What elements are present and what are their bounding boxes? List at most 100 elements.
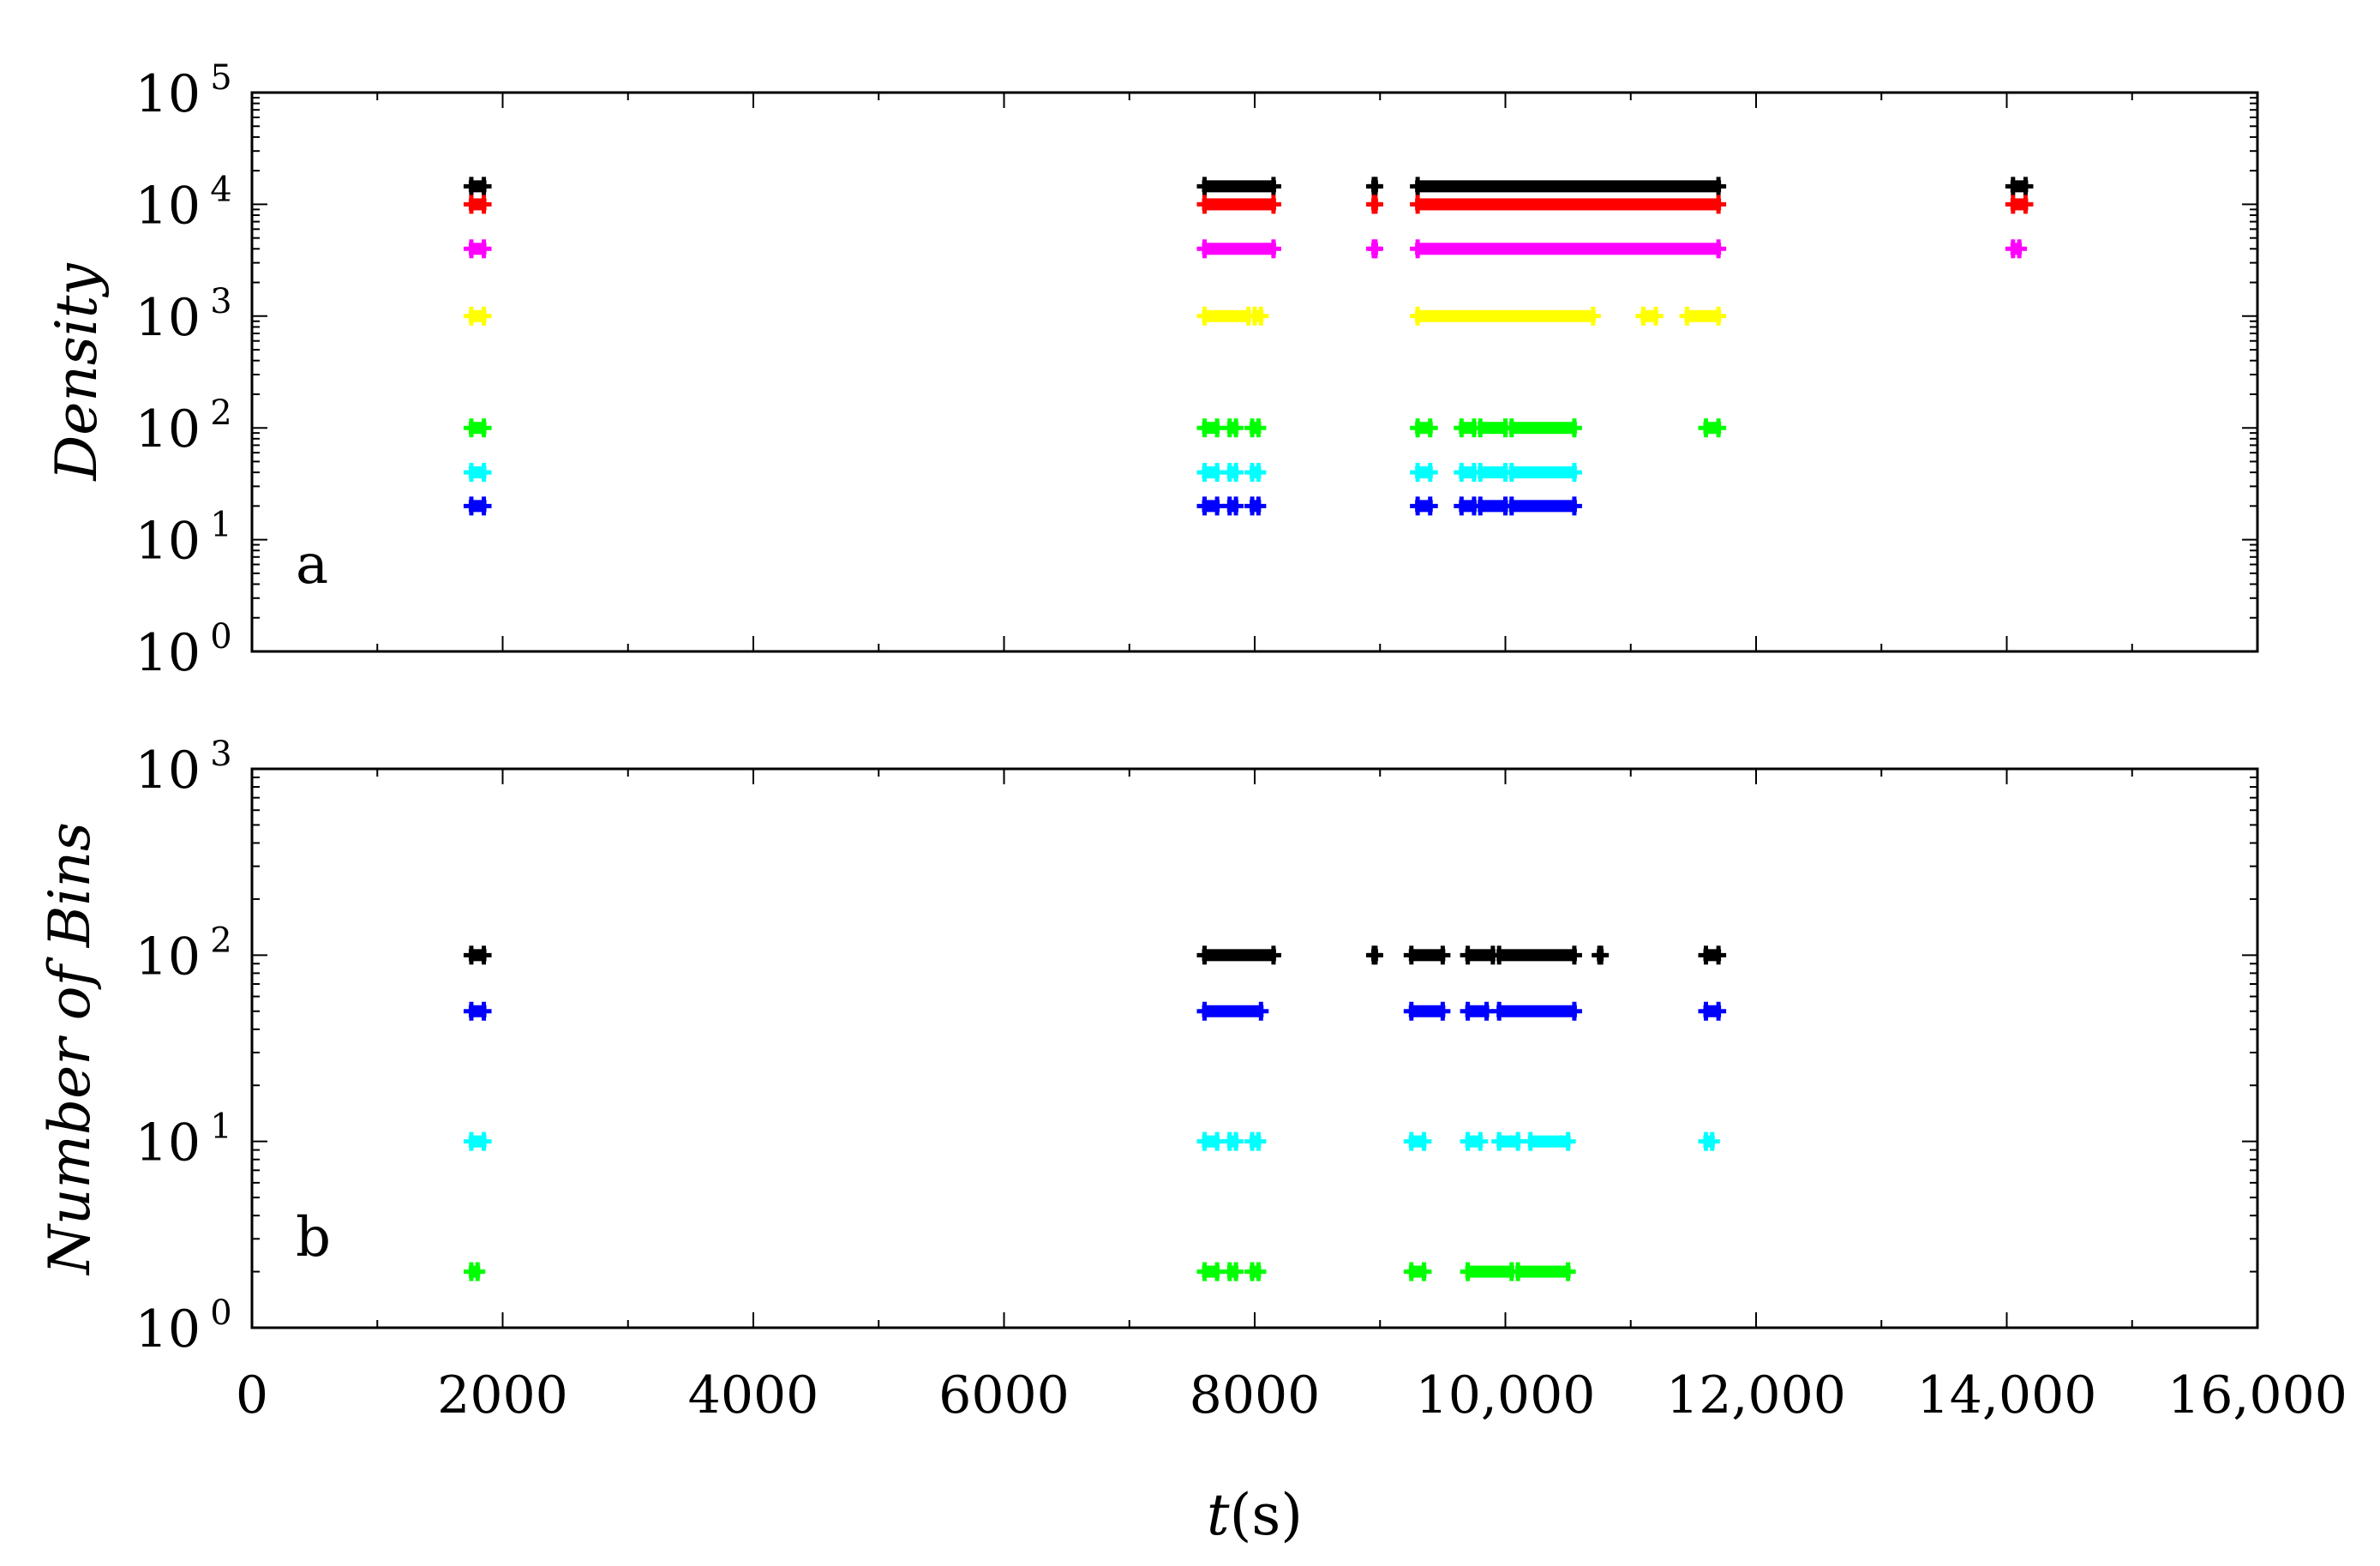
y-tick-label: 10: [135, 1299, 201, 1359]
y-tick-exponent: 3: [210, 282, 231, 321]
panel-a-data-points: [463, 177, 2034, 516]
data-point-run-cyan: [463, 1131, 492, 1151]
data-point-run-blue: [1410, 496, 1438, 516]
data-point-run-black: [1365, 177, 1383, 196]
data-point-run-black: [463, 177, 492, 196]
data-point-run-cyan: [1196, 463, 1226, 483]
data-point-run-yellow: [1196, 306, 1256, 326]
y-tick-label: 10: [135, 399, 201, 459]
data-point-run-red: [463, 195, 492, 214]
data-point-run-blue: [1698, 1001, 1727, 1021]
panel-a-frame: [250, 91, 2259, 653]
data-point-run-green: [1244, 418, 1267, 438]
data-point-run-black: [1410, 177, 1727, 196]
x-tick-label: 12,000: [1666, 1365, 1846, 1425]
data-point-run-yellow: [1410, 306, 1601, 326]
x-axis-label: t(s): [1207, 1482, 1303, 1548]
data-point-run-cyan: [1196, 1131, 1226, 1151]
data-point-run-red: [1196, 195, 1281, 214]
data-point-run-yellow: [1679, 306, 1727, 326]
x-tick-label: 16,000: [2167, 1365, 2347, 1425]
y-tick-exponent: 0: [210, 617, 231, 657]
data-point-run-green: [463, 418, 492, 438]
data-point-run-cyan: [1460, 1131, 1489, 1151]
data-point-run-magenta: [463, 239, 492, 259]
data-point-run-green: [1221, 1262, 1244, 1281]
data-point-run-blue: [1196, 496, 1226, 516]
data-point-run-cyan: [1244, 1131, 1267, 1151]
x-tick-label: 2000: [437, 1365, 568, 1425]
data-point-run-cyan: [1221, 463, 1244, 483]
x-axis-label-unit: (s): [1230, 1482, 1303, 1548]
data-point-run-blue: [463, 496, 492, 516]
panel-b-data-points: [463, 945, 1727, 1281]
x-axis-tick-labels: 0 2000 4000 6000 8000 10,000 12,000 14,000 16,00…: [236, 1365, 2347, 1425]
data-point-run-red: [1410, 195, 1727, 214]
y-tick-exponent: 1: [210, 1107, 231, 1147]
y-tick-label: 10: [135, 623, 201, 683]
panel-b-letter: b: [296, 1206, 331, 1269]
data-point-run-black: [1491, 945, 1582, 965]
data-point-run-cyan: [1503, 463, 1582, 483]
x-tick-label: 14,000: [1917, 1365, 2097, 1425]
y-tick-exponent: 2: [210, 393, 231, 433]
y-tick-exponent: 1: [210, 506, 231, 545]
data-point-run-blue: [463, 1001, 492, 1021]
y-tick-label: 10: [135, 927, 201, 987]
data-point-run-magenta: [1410, 239, 1727, 259]
panel-b-x-ticks: [251, 769, 2258, 1328]
data-point-run-blue: [1491, 1001, 1582, 1021]
x-axis-label-variable: t: [1207, 1482, 1230, 1548]
data-point-run-magenta: [2005, 239, 2028, 259]
data-point-run-green: [1196, 1262, 1226, 1281]
data-point-run-blue: [1503, 496, 1582, 516]
y-tick-label: 10: [135, 512, 201, 572]
data-point-run-yellow: [1247, 306, 1269, 326]
panel-a-letter: a: [296, 533, 328, 597]
data-point-run-black: [1592, 945, 1610, 965]
y-tick-label: 10: [135, 741, 201, 801]
data-point-run-black: [1365, 945, 1383, 965]
data-point-run-cyan: [463, 463, 492, 483]
data-point-run-yellow: [1635, 306, 1664, 326]
panel-a-y-axis-label: Density: [44, 263, 110, 482]
x-tick-label: 0: [236, 1365, 268, 1425]
data-point-run-cyan: [1221, 1131, 1244, 1151]
x-tick-label: 10,000: [1416, 1365, 1596, 1425]
data-point-run-cyan: [1244, 463, 1267, 483]
data-point-run-black: [1403, 945, 1451, 965]
data-point-run-magenta: [1196, 239, 1281, 259]
data-point-run-green: [1410, 418, 1438, 438]
data-point-run-blue: [1196, 1001, 1269, 1021]
data-point-run-cyan: [1698, 1131, 1720, 1151]
data-point-run-cyan: [1403, 1131, 1432, 1151]
data-point-run-red: [2005, 195, 2034, 214]
y-tick-label: 10: [135, 176, 201, 236]
data-point-run-blue: [1244, 496, 1267, 516]
data-point-run-blue: [1403, 1001, 1451, 1021]
y-tick-label: 10: [135, 64, 201, 124]
y-tick-exponent: 4: [210, 170, 231, 209]
data-point-run-green: [1698, 418, 1727, 438]
data-point-run-magenta: [1365, 239, 1383, 259]
x-tick-label: 6000: [938, 1365, 1070, 1425]
data-point-run-green: [1196, 418, 1226, 438]
data-point-run-blue: [1221, 496, 1244, 516]
data-point-run-green: [1403, 1262, 1432, 1281]
data-point-run-red: [1365, 195, 1383, 214]
y-tick-exponent: 2: [210, 921, 231, 960]
data-point-run-green: [1510, 1262, 1576, 1281]
y-tick-label: 10: [135, 1113, 201, 1173]
panel-a-x-ticks: [251, 93, 2258, 651]
data-point-run-black: [1196, 945, 1281, 965]
data-point-run-green: [1221, 418, 1244, 438]
data-point-run-green: [1503, 418, 1582, 438]
y-tick-exponent: 3: [210, 735, 231, 774]
y-tick-exponent: 5: [210, 58, 231, 98]
data-point-run-green: [463, 1262, 486, 1281]
